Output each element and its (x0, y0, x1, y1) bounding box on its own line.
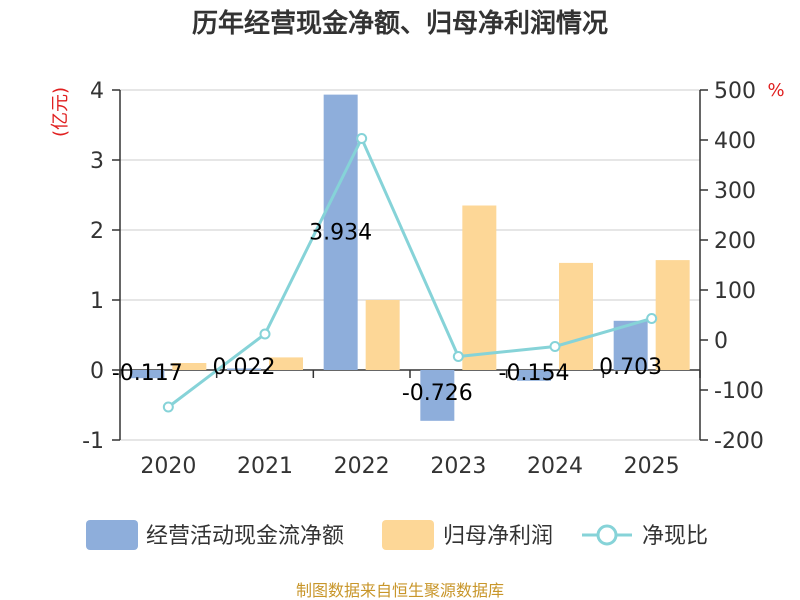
x-axis-ticks: 2020 2021 2022 2023 2024 2025 (140, 454, 679, 479)
right-tick-label: -200 (714, 429, 764, 454)
bar-cashflow (420, 370, 455, 421)
right-tick-label: 300 (714, 179, 756, 204)
right-tick-label: 100 (714, 279, 756, 304)
right-tick-label: 200 (714, 229, 756, 254)
legend-swatch-cashflow (86, 520, 138, 550)
right-tick-label: 500 (714, 79, 756, 104)
right-tick-label: 400 (714, 129, 756, 154)
bar-netprofit (655, 260, 690, 370)
legend-label-ratio: 净现比 (642, 524, 708, 549)
right-axis-ticks: 500 400 300 200 100 0 -100 -200 (700, 79, 764, 454)
x-tick-label: 2021 (237, 454, 293, 479)
axes (119, 90, 701, 440)
x-tick-label: 2020 (140, 454, 196, 479)
left-tick-label: 2 (90, 219, 104, 244)
bar-netprofit (365, 300, 400, 370)
data-label-cashflow: -0.726 (402, 381, 473, 406)
left-axis-unit: (亿元) (50, 87, 71, 137)
legend-marker-ratio (596, 524, 618, 546)
ratio-point (356, 133, 368, 144)
left-tick-label: 0 (90, 359, 104, 384)
left-tick-label: 3 (90, 149, 104, 174)
data-label-cashflow: -0.117 (112, 361, 183, 386)
legend-swatch-netprofit (382, 520, 434, 550)
data-labels: -0.117 0.022 3.934 -0.726 -0.154 0.703 (112, 221, 662, 406)
ratio-point (452, 351, 464, 362)
chart-title: 历年经营现金净额、归母净利润情况 (192, 8, 608, 39)
bar-cashflow (130, 370, 165, 379)
x-tick-label: 2022 (334, 454, 390, 479)
data-label-cashflow: 0.022 (213, 355, 276, 380)
bar-netprofit (559, 262, 593, 370)
x-tick-label: 2023 (430, 454, 486, 479)
data-label-cashflow: 0.703 (599, 355, 662, 380)
data-label-cashflow: -0.154 (499, 361, 570, 386)
right-tick-label: -100 (714, 379, 764, 404)
left-tick-label: 4 (90, 79, 104, 104)
x-tick-label: 2025 (624, 454, 680, 479)
bars (130, 94, 690, 421)
left-tick-label: 1 (90, 289, 104, 314)
source-note: 制图数据来自恒生聚源数据库 (296, 581, 504, 600)
legend-label-cashflow: 经营活动现金流净额 (146, 524, 344, 549)
bar-cashflow (323, 94, 358, 371)
bar-netprofit (269, 357, 303, 370)
ratio-line (162, 133, 658, 413)
right-axis-unit: % (767, 80, 784, 101)
bar-netprofit (462, 205, 497, 370)
ratio-point (259, 328, 271, 340)
left-axis-ticks: 4 3 2 1 0 -1 (82, 79, 120, 454)
bar-cashflow (517, 370, 551, 381)
right-tick-label: 0 (714, 329, 728, 354)
ratio-point (646, 313, 658, 324)
left-tick-label: -1 (82, 429, 104, 454)
ratio-polyline (167, 134, 653, 409)
x-tick-label: 2024 (527, 454, 583, 479)
legend: 经营活动现金流净额 归母净利润 净现比 (86, 520, 708, 550)
bar-cashflow (227, 368, 261, 370)
bar-netprofit (172, 363, 207, 370)
ratio-point (162, 401, 174, 413)
legend-label-netprofit: 归母净利润 (443, 524, 553, 549)
data-label-cashflow: 3.934 (309, 221, 372, 246)
ratio-point (549, 341, 561, 352)
